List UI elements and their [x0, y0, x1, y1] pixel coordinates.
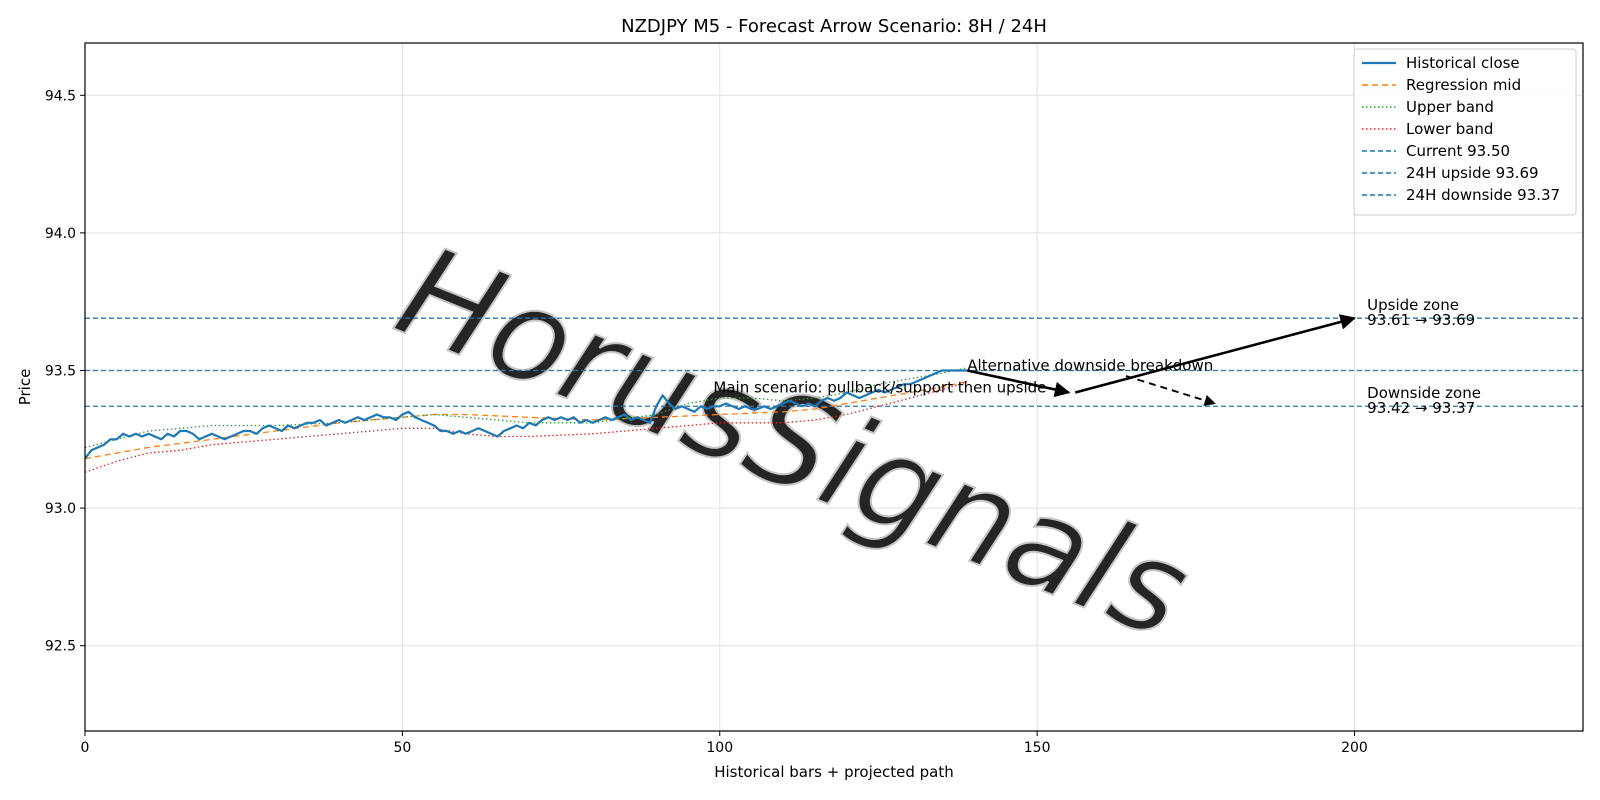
annotation-text: 93.42 → 93.37 [1367, 399, 1475, 417]
annotation-text: Upside zone [1367, 296, 1459, 314]
x-tick-label: 50 [393, 740, 411, 756]
annotation-text: Main scenario: pullback/support then ups… [713, 379, 1046, 397]
legend-label: Lower band [1406, 120, 1493, 138]
annotation-layer: Main scenario: pullback/support then ups… [713, 296, 1481, 417]
y-tick-label: 93.5 [45, 363, 76, 379]
legend-box [1353, 48, 1577, 216]
series-layer [85, 367, 968, 473]
watermark-layer: HorusSignals [377, 217, 1209, 670]
annotation-text: 93.61 → 93.69 [1367, 311, 1475, 329]
legend: Historical close Regression mid Upper band… [1353, 48, 1577, 216]
legend-label: Historical close [1406, 54, 1520, 72]
series-line [85, 369, 968, 460]
plot-frame [84, 42, 1584, 732]
scenario-arrow [1125, 375, 1216, 406]
x-tick-label: 100 [706, 740, 733, 756]
chart-title: NZDJPY M5 - Forecast Arrow Scenario: 8H … [621, 16, 1047, 37]
annotation-text: Alternative downside breakdown [967, 356, 1213, 374]
grid-layer [84, 43, 1583, 731]
legend-label: Upper band [1406, 98, 1494, 116]
x-tick-label: 0 [81, 740, 90, 756]
y-tick-label: 94.5 [45, 88, 76, 104]
x-tick-label: 200 [1341, 740, 1368, 756]
watermark-text: HorusSignals [378, 218, 1208, 669]
x-axis-label: Historical bars + projected path [714, 763, 954, 781]
tick-layer: 0 50 100 150 200 92.5 93.0 93.5 94.0 94.5 [45, 88, 1368, 756]
legend-label: Current 93.50 [1406, 142, 1510, 160]
series-line [85, 380, 968, 473]
annotation-text: Downside zone [1367, 384, 1481, 402]
arrow-layer [967, 314, 1356, 406]
y-tick-label: 93.0 [45, 501, 76, 517]
scenario-arrow [1074, 314, 1356, 394]
y-axis-label: Price [16, 369, 34, 406]
scenario-arrow [967, 369, 1071, 398]
y-tick-label: 94.0 [45, 226, 76, 242]
series-line [85, 380, 968, 460]
x-tick-label: 150 [1024, 740, 1051, 756]
legend-label: Regression mid [1406, 76, 1521, 94]
legend-label: 24H downside 93.37 [1406, 186, 1560, 204]
y-tick-label: 92.5 [45, 639, 76, 655]
legend-label: 24H upside 93.69 [1406, 164, 1539, 182]
